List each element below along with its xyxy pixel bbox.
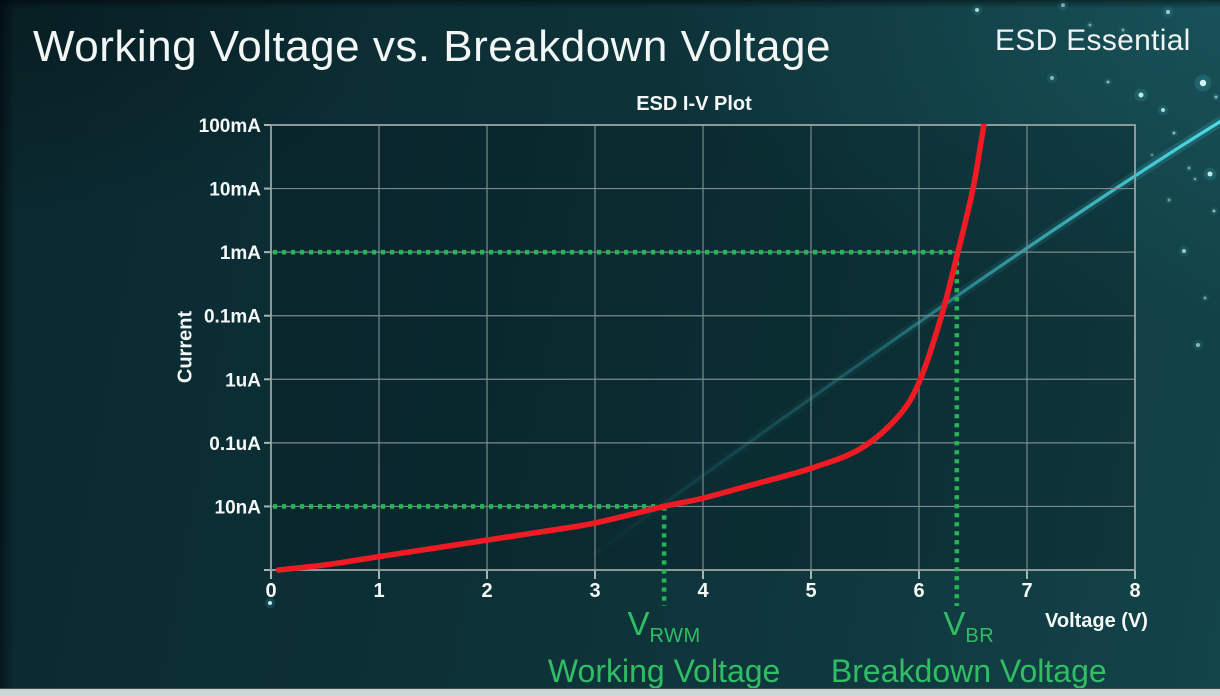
sparkle-dot xyxy=(1172,131,1176,135)
x-tick-label: 8 xyxy=(1129,580,1140,602)
y-tick-label: 1uA xyxy=(225,370,261,391)
y-tick-label: 1mA xyxy=(220,243,261,264)
y-tick-label: 10mA xyxy=(209,180,261,201)
light-streak xyxy=(573,119,1220,570)
iv-curve xyxy=(275,124,987,573)
x-tick-label: 5 xyxy=(805,580,816,602)
sparkle-dot xyxy=(1193,177,1197,181)
x-tick-label: 6 xyxy=(913,580,924,602)
working-voltage-caption: Working Voltage xyxy=(547,653,781,689)
sparkle-dot xyxy=(268,601,272,605)
chart-title: ESD I-V Plot xyxy=(636,93,752,115)
sparkle-dot xyxy=(1203,296,1207,300)
sparkle-dot xyxy=(1207,171,1213,177)
sparkle-dot xyxy=(1199,79,1207,87)
sparkle-dot xyxy=(1088,23,1092,27)
sparkle-dot xyxy=(1050,76,1054,80)
sparkle-dot xyxy=(1167,198,1171,202)
left-edge-shade xyxy=(0,0,14,696)
sparkle-dot xyxy=(1187,166,1191,170)
x-tick-label: 2 xyxy=(481,580,492,602)
brand-label: ESD Essential xyxy=(995,24,1191,57)
sparkle-dot xyxy=(1182,249,1186,253)
sparkle-dot xyxy=(1121,28,1125,32)
x-axis-title: Voltage (V) xyxy=(1045,610,1148,632)
sparkle-dot xyxy=(1214,95,1218,99)
vrwm-symbol: VRWM xyxy=(627,605,701,648)
sparkle-dot xyxy=(1161,108,1165,112)
x-tick-label: 1 xyxy=(373,580,384,602)
sparkle-dot xyxy=(1196,343,1200,347)
breakdown-voltage-caption: Breakdown Voltage xyxy=(830,653,1107,689)
vbr-symbol: VBR xyxy=(943,605,995,648)
sparkle-dot xyxy=(1150,153,1154,157)
y-axis-title: Current xyxy=(174,310,197,384)
plot-border xyxy=(270,124,1136,571)
sparkle-dot xyxy=(1212,209,1216,213)
sparkle-dot xyxy=(975,8,979,12)
sparkle-halo xyxy=(1148,151,1156,159)
sparkle-dot xyxy=(1138,92,1144,98)
page-title: Working Voltage vs. Breakdown Voltage xyxy=(33,22,831,71)
sparkle-dot xyxy=(1106,80,1110,84)
sparkle-dot xyxy=(1166,10,1170,14)
y-tick-label: 10nA xyxy=(215,497,262,518)
bottom-strip xyxy=(0,688,1220,696)
x-tick-label: 3 xyxy=(589,580,600,602)
x-tick-label: 4 xyxy=(697,580,709,602)
x-tick-label: 0 xyxy=(265,580,276,602)
breakdown-voltage-label: VBR Breakdown Voltage xyxy=(830,605,1107,689)
x-tick-label: 7 xyxy=(1021,580,1032,602)
y-tick-label: 100mA xyxy=(199,116,262,137)
top-edge-shade xyxy=(0,0,1220,8)
working-voltage-label: VRWM Working Voltage xyxy=(547,605,781,689)
y-tick-label: 0.1uA xyxy=(209,434,261,455)
y-tick-label: 0.1mA xyxy=(204,307,261,328)
